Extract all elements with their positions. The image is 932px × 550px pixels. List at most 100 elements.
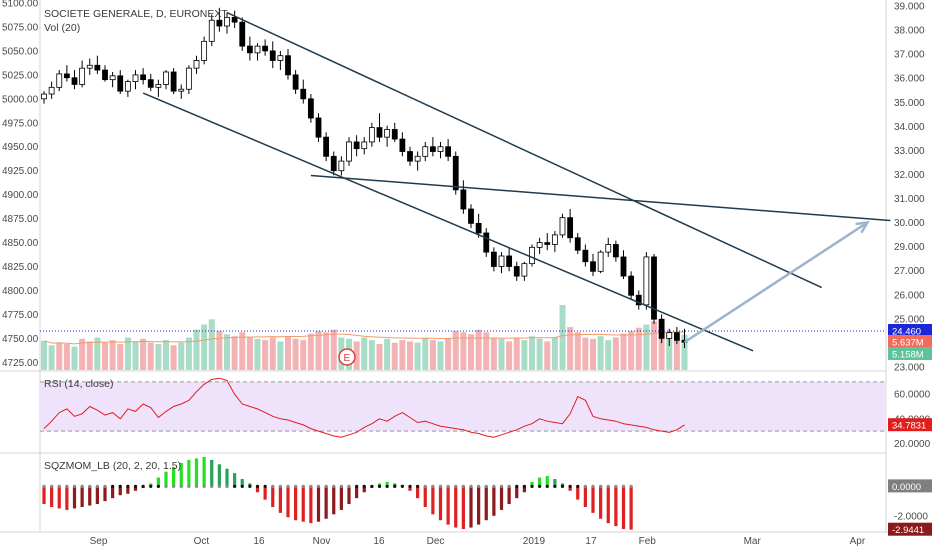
- volume-bar: [651, 321, 657, 370]
- sqzmom-bar: [324, 486, 328, 519]
- sqzmom-bar: [95, 486, 99, 505]
- candle-body: [460, 189, 467, 210]
- candle-body: [605, 244, 612, 253]
- squeeze-dot: [324, 484, 328, 488]
- candle-body: [48, 86, 55, 95]
- squeeze-dot: [347, 484, 351, 488]
- volume-bar: [147, 342, 154, 370]
- candle-body: [330, 155, 337, 172]
- sqzmom-bar: [210, 459, 214, 487]
- candle-body: [224, 16, 230, 27]
- squeeze-dot: [248, 484, 252, 488]
- sqzmom-bar: [469, 486, 473, 528]
- candle-body: [185, 67, 192, 90]
- sqzmom-bar: [316, 486, 321, 522]
- candle-body: [483, 232, 490, 253]
- candle-body: [651, 256, 657, 320]
- squeeze-dot: [522, 484, 526, 488]
- squeeze-dot: [461, 484, 465, 488]
- volume-bar: [635, 327, 642, 370]
- right-axis-tick: 27.000: [894, 266, 925, 277]
- candle-body: [79, 67, 86, 85]
- candle-body: [361, 141, 368, 150]
- sqzmom-bar: [530, 481, 534, 487]
- squeeze-dot: [72, 484, 77, 488]
- volume-ma-badge-bg: [888, 335, 932, 348]
- candle-body: [155, 84, 162, 88]
- rsi-line: [43, 377, 685, 438]
- squeeze-dot: [332, 484, 336, 488]
- volume-bar: [681, 334, 688, 370]
- squeeze-dot: [95, 484, 99, 488]
- volume-bar: [170, 345, 177, 370]
- squeeze-dot: [614, 484, 618, 488]
- right-axis-tick: 29.000: [894, 242, 925, 253]
- squeeze-dot: [560, 484, 565, 488]
- left-axis-tick: 4775.00: [2, 310, 39, 321]
- projection-arrow-head: [855, 220, 870, 234]
- time-axis-tick: 16: [253, 536, 265, 547]
- candle-body: [597, 251, 604, 272]
- volume-bar: [445, 338, 452, 370]
- sqzmom-bar: [57, 486, 61, 509]
- volume-bar: [86, 341, 93, 370]
- squeeze-dot: [126, 484, 130, 488]
- sqzmom-bar: [438, 486, 443, 521]
- time-axis-tick: Dec: [427, 536, 445, 547]
- candle-body: [277, 55, 284, 61]
- left-axis-tick: 4925.00: [2, 166, 39, 177]
- volume-bar: [536, 338, 543, 370]
- rsi-band: [40, 381, 886, 432]
- volume-bar: [658, 325, 665, 370]
- candle-body: [147, 79, 154, 88]
- candle-body: [407, 151, 413, 162]
- last-price-badge-bg: [888, 324, 932, 337]
- squeeze-dot: [141, 484, 145, 488]
- squeeze-dot: [507, 484, 511, 488]
- candle-body: [41, 93, 47, 100]
- volume-bar: [506, 341, 513, 370]
- volume-ma-line: [43, 331, 685, 345]
- candle-body: [163, 71, 169, 85]
- volume-bar: [483, 332, 490, 370]
- volume-bar: [612, 337, 619, 370]
- sqzmom-bar: [408, 486, 412, 491]
- sqzmom-value-badge: -2.9441: [892, 525, 924, 536]
- candle-body: [513, 266, 520, 277]
- squeeze-dot: [202, 484, 206, 488]
- right-axis-tick: 30.000: [894, 218, 925, 229]
- rsi-axis-tick: 60.0000: [894, 390, 931, 401]
- sqzmom-bar: [278, 486, 282, 513]
- candle-body: [117, 75, 124, 92]
- sqzmom-bar: [522, 486, 526, 493]
- time-axis-tick: Mar: [744, 536, 762, 547]
- sqzmom-bar: [309, 486, 313, 524]
- volume-bar: [178, 342, 185, 370]
- volume-bar: [117, 344, 124, 370]
- squeeze-dot: [477, 484, 481, 488]
- sqzmom-bar: [271, 486, 275, 507]
- sqzmom-zero-badge: 0.0000: [892, 482, 921, 493]
- squeeze-dot: [591, 484, 595, 488]
- sqzmom-zero-badge-bg: [888, 479, 932, 493]
- sqzmom-value-badge-bg: [888, 522, 932, 536]
- volume-label: Vol (20): [44, 22, 80, 34]
- volume-bar: [666, 332, 673, 370]
- candle-body: [140, 74, 147, 81]
- squeeze-dot: [240, 484, 244, 488]
- volume-bar: [574, 332, 581, 370]
- squeeze-dot: [263, 484, 267, 488]
- volume-bar: [201, 324, 208, 370]
- sqzmom-bar: [621, 486, 626, 530]
- sqzmom-bar: [431, 486, 435, 515]
- sqzmom-bar: [515, 486, 519, 499]
- left-axis-tick: 4900.00: [2, 190, 39, 201]
- volume-bar: [94, 337, 101, 370]
- sqzmom-bar: [263, 486, 267, 500]
- sqzmom-bar: [606, 486, 610, 524]
- volume-bar: [246, 337, 253, 370]
- volume-bar: [628, 331, 635, 370]
- volume-bar: [582, 337, 589, 370]
- volume-bar: [422, 337, 429, 370]
